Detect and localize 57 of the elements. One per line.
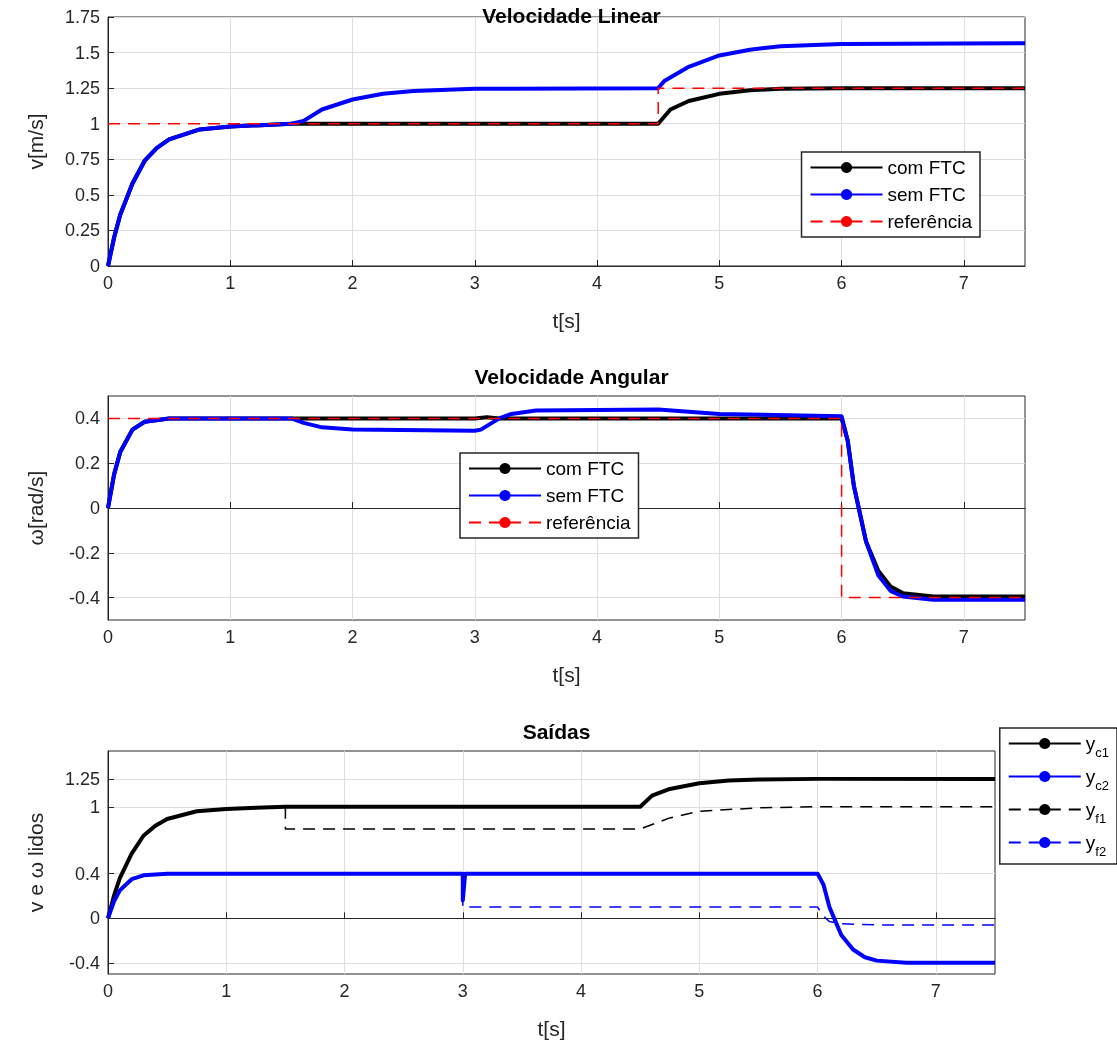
legend-label: com FTC: [887, 157, 966, 178]
chart-title: Velocidade Linear: [482, 4, 661, 27]
y-axis-title: ω[rad/s]: [24, 470, 47, 546]
chart-title: Saídas: [522, 720, 591, 743]
x-axis-title: t[s]: [552, 663, 581, 686]
y-axis-title: v e ω lidos: [24, 812, 47, 913]
y-axis-title: v[m/s]: [24, 113, 47, 170]
y-tick-label: 0.75: [64, 149, 100, 170]
x-tick-label: 3: [469, 273, 480, 293]
x-tick-label: 1: [221, 981, 232, 1001]
x-tick-label: 0: [102, 627, 114, 647]
x-tick-label: 7: [930, 981, 941, 1001]
x-tick-label: 7: [958, 273, 969, 293]
x-tick-label: 6: [836, 273, 847, 293]
x-tick-label: 0: [102, 273, 114, 293]
x-tick-label: 4: [592, 627, 603, 647]
y-tick-label: 1.5: [74, 42, 100, 63]
x-tick-label: 2: [347, 627, 358, 647]
y-tick-label: -0.4: [68, 587, 100, 608]
y-tick-label: 0: [89, 498, 100, 518]
x-axis-title: t[s]: [537, 1017, 566, 1040]
x-tick-label: 7: [958, 627, 969, 647]
legend-label: sem FTC: [546, 485, 625, 506]
y-tick-label: 1.25: [64, 78, 100, 99]
legend-label: referência: [887, 211, 973, 232]
x-tick-label: 1: [225, 273, 236, 293]
x-tick-label: 1: [225, 627, 236, 647]
x-tick-label: 2: [339, 981, 350, 1001]
y-tick-label: 0.4: [74, 408, 100, 429]
legend-label: com FTC: [546, 458, 625, 479]
y-tick-label: -0.4: [68, 952, 100, 973]
y-tick-label: 1.25: [64, 768, 100, 789]
y-tick-label: 1: [89, 796, 100, 817]
legend-label: referência: [546, 512, 631, 533]
x-tick-label: 5: [694, 981, 705, 1001]
y-tick-label: 0.25: [64, 220, 100, 241]
y-tick-label: 0.5: [74, 184, 100, 205]
y-tick-label: 0.4: [74, 863, 100, 884]
y-tick-label: 0.2: [74, 453, 100, 474]
x-tick-label: 4: [576, 981, 587, 1001]
y-tick-label: -0.2: [68, 542, 100, 563]
y-tick-label: 1: [89, 113, 100, 134]
x-tick-label: 4: [592, 273, 603, 293]
x-tick-label: 6: [836, 627, 847, 647]
x-tick-label: 6: [812, 981, 823, 1001]
y-tick-label: 0: [89, 908, 100, 929]
legend-label: sem FTC: [887, 184, 966, 205]
x-tick-label: 5: [714, 273, 725, 293]
x-tick-label: 3: [469, 627, 480, 647]
x-tick-label: 0: [102, 981, 114, 1001]
x-axis-title: t[s]: [552, 309, 581, 332]
x-tick-label: 2: [347, 273, 358, 293]
chart-title: Velocidade Angular: [474, 365, 669, 388]
y-tick-label: 1.75: [64, 7, 100, 27]
y-tick-label: 0: [89, 256, 100, 276]
x-tick-label: 5: [714, 627, 725, 647]
x-tick-label: 3: [457, 981, 468, 1001]
